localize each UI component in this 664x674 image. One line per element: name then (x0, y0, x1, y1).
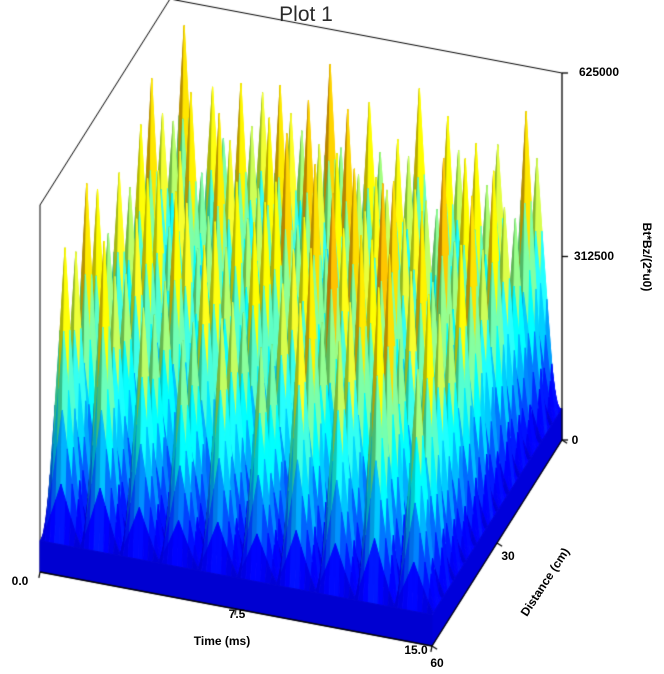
z-tick-label-312500: 312500 (573, 249, 615, 263)
x-tick-label-0: 0.0 (11, 574, 29, 588)
z-tick-label-625000: 625000 (578, 65, 620, 79)
plot-title: Plot 1 (279, 3, 333, 26)
z-tick-label-0: 0 (571, 433, 579, 447)
y-tick-label-30: 30 (501, 549, 515, 563)
x-tick-label-2: 15.0 (404, 643, 428, 657)
z-axis-label: Bt*Bz/(2*u0) (640, 222, 654, 292)
y-tick-label-60: 60 (430, 656, 444, 670)
x-axis-label: Time (ms) (193, 634, 251, 648)
x-tick-label-1: 7.5 (228, 607, 246, 621)
